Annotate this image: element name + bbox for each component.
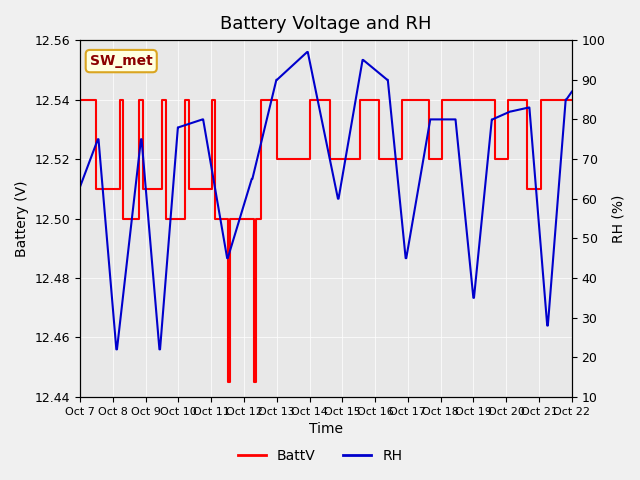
Text: SW_met: SW_met: [90, 54, 152, 68]
Y-axis label: RH (%): RH (%): [611, 194, 625, 243]
Legend: BattV, RH: BattV, RH: [232, 443, 408, 468]
Y-axis label: Battery (V): Battery (V): [15, 180, 29, 257]
Title: Battery Voltage and RH: Battery Voltage and RH: [220, 15, 432, 33]
X-axis label: Time: Time: [309, 422, 343, 436]
